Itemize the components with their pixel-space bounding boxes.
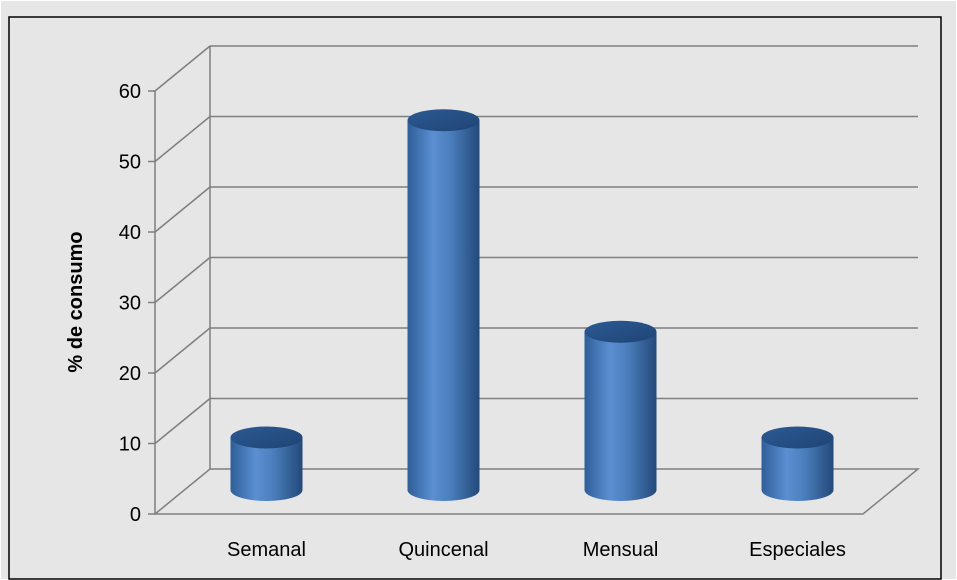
- x-category-label: Semanal: [227, 539, 306, 561]
- y-tick-label: 50: [119, 152, 141, 174]
- bar-especiales: [761, 426, 834, 501]
- bar-top: [761, 426, 834, 449]
- bar-body: [230, 437, 303, 501]
- bar-top: [407, 109, 480, 132]
- bar-body: [761, 437, 834, 501]
- y-tick-label: 30: [119, 293, 141, 315]
- x-category-label: Mensual: [583, 539, 659, 561]
- bar-quincenal: [407, 109, 480, 501]
- gridlines: [152, 45, 921, 515]
- labels: 0 10 20 30 40 50 60 Semanal Quincenal Mensual Espe…: [119, 81, 846, 561]
- bar-body: [407, 120, 480, 501]
- y-tick-label: 10: [119, 434, 141, 456]
- y-tick-label: 40: [119, 222, 141, 244]
- y-axis: [148, 46, 211, 515]
- gridline-diagonal: [154, 327, 211, 374]
- gridline-diagonal: [154, 115, 211, 163]
- y-tick-label: 0: [130, 504, 141, 526]
- y-tick-label: 60: [119, 81, 141, 103]
- y-tick-label: 20: [119, 363, 141, 385]
- x-category-label: Quincenal: [398, 539, 488, 561]
- bar-mensual: [584, 320, 657, 501]
- bar-semanal: [230, 426, 303, 501]
- bars: [230, 109, 834, 501]
- chart-frame: [8, 16, 942, 580]
- gridline-diagonal: [154, 186, 211, 233]
- bar-body: [584, 331, 657, 501]
- x-category-label: Especiales: [749, 539, 846, 561]
- y-axis-title: % de consumo: [65, 231, 87, 372]
- gridline-diagonal: [154, 397, 211, 445]
- bar-top: [230, 426, 303, 449]
- bar-top: [584, 320, 657, 343]
- gridline-diagonal: [154, 256, 211, 304]
- gridline-diagonal: [154, 45, 211, 92]
- floor-plane: [152, 468, 921, 515]
